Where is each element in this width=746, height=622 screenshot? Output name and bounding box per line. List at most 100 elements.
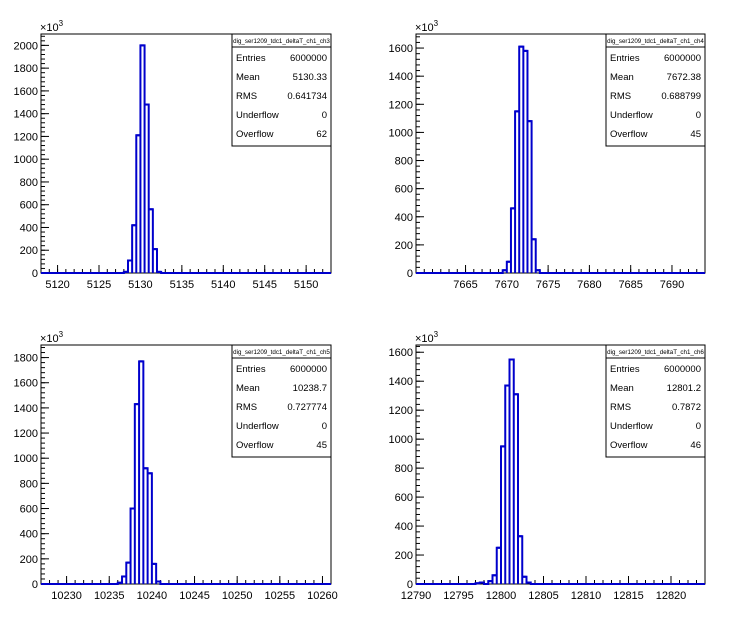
stats-label-underflow: Underflow [610, 110, 653, 121]
y-tick-label: 1600 [389, 347, 413, 359]
y-tick-label: 200 [20, 245, 38, 257]
stats-label-mean: Mean [610, 383, 634, 394]
y-tick-label: 600 [395, 184, 413, 196]
x-tick-label: 5150 [294, 279, 318, 291]
stats-label-mean: Mean [236, 72, 260, 83]
y-tick-label: 1800 [14, 63, 38, 75]
stats-label-entries: Entries [610, 364, 640, 375]
x-tick-label: 10245 [179, 590, 210, 602]
y-tick-label: 1400 [389, 376, 413, 388]
y-exponent-label: ×103 [415, 19, 439, 34]
stats-label-rms: RMS [236, 91, 257, 102]
y-tick-label: 0 [407, 579, 413, 591]
y-tick-label: 600 [20, 200, 38, 212]
y-tick-label: 800 [395, 463, 413, 475]
y-tick-label: 600 [395, 492, 413, 504]
stats-label-overflow: Overflow [236, 440, 274, 451]
stats-label-overflow: Overflow [610, 440, 648, 451]
y-tick-label: 1000 [14, 453, 38, 465]
x-tick-label: 7680 [577, 279, 601, 291]
x-tick-label: 5125 [87, 279, 111, 291]
x-tick-label: 10230 [51, 590, 82, 602]
stats-box-title: dig_ser1209_tdc1_deltaT_ch1_ch5 [233, 349, 330, 356]
y-tick-label: 800 [20, 478, 38, 490]
stats-label-underflow: Underflow [236, 421, 279, 432]
stats-value-overflow: 45 [316, 440, 327, 451]
x-tick-label: 10240 [137, 590, 168, 602]
x-tick-label: 12790 [401, 590, 432, 602]
stats-value-underflow: 0 [696, 421, 701, 432]
histogram-panel-3: 0 200 400 600 800 1000 1200 1400 1600 1800 10230 10… [14, 330, 338, 602]
stats-value-rms: 0.641734 [287, 91, 327, 102]
y-tick-label: 800 [395, 156, 413, 168]
y-tick-label: 1000 [14, 154, 38, 166]
stats-box-title: dig_ser1209_tdc1_deltaT_ch1_ch6 [607, 349, 704, 356]
stats-label-rms: RMS [610, 402, 631, 413]
stats-label-mean: Mean [236, 383, 260, 394]
y-tick-label: 200 [395, 240, 413, 252]
y-tick-label: 400 [395, 521, 413, 533]
x-tick-label: 12805 [528, 590, 559, 602]
y-tick-label: 400 [20, 529, 38, 541]
y-tick-label: 200 [20, 554, 38, 566]
y-exponent-label: ×103 [415, 330, 439, 345]
stats-value-mean: 10238.7 [293, 383, 327, 394]
x-tick-label: 5135 [170, 279, 194, 291]
y-tick-label: 1000 [389, 434, 413, 446]
x-tick-label: 5120 [45, 279, 69, 291]
stats-label-underflow: Underflow [610, 421, 653, 432]
x-tick-label: 7685 [618, 279, 642, 291]
x-tick-label: 10260 [307, 590, 338, 602]
stats-box: dig_ser1209_tdc1_deltaT_ch1_ch5 Entries 60… [231, 344, 332, 458]
stats-value-overflow: 45 [690, 129, 701, 140]
stats-value-entries: 6000000 [664, 53, 701, 64]
stats-value-underflow: 0 [322, 110, 327, 121]
stats-label-entries: Entries [610, 53, 640, 64]
stats-label-rms: RMS [610, 91, 631, 102]
stats-value-overflow: 46 [690, 440, 701, 451]
y-exponent-power: 3 [59, 330, 64, 339]
y-tick-label: 400 [20, 222, 38, 234]
x-tick-label: 10250 [222, 590, 253, 602]
x-tick-label: 5145 [252, 279, 276, 291]
y-tick-label: 1600 [14, 86, 38, 98]
x-tick-label: 12810 [571, 590, 602, 602]
x-tick-label: 12800 [486, 590, 517, 602]
stats-label-entries: Entries [236, 53, 266, 64]
y-tick-label: 0 [407, 268, 413, 280]
y-tick-label: 1800 [14, 353, 38, 365]
stats-label-overflow: Overflow [610, 129, 648, 140]
x-tick-label: 7665 [453, 279, 477, 291]
stats-value-rms: 0.7872 [672, 402, 701, 413]
x-tick-label: 10255 [265, 590, 296, 602]
histogram-panel-1: 0 200 400 600 800 1000 1200 1400 1600 1800 2000 512… [14, 19, 332, 291]
y-tick-label: 1600 [14, 378, 38, 390]
stats-box: dig_ser1209_tdc1_deltaT_ch1_ch6 Entries 60… [605, 344, 706, 458]
y-tick-label: 1600 [389, 43, 413, 55]
stats-box: dig_ser1209_tdc1_deltaT_ch1_ch4 Entries 60… [605, 33, 706, 147]
stats-label-entries: Entries [236, 364, 266, 375]
stats-box: dig_ser1209_tdc1_deltaT_ch1_ch3 Entries 60… [231, 33, 332, 147]
y-exponent-power: 3 [434, 330, 439, 339]
stats-box-frame [231, 33, 332, 147]
stats-label-rms: RMS [236, 402, 257, 413]
y-tick-label: 1200 [14, 131, 38, 143]
y-tick-label: 1200 [14, 428, 38, 440]
y-tick-label: 800 [20, 177, 38, 189]
stats-value-underflow: 0 [322, 421, 327, 432]
y-exponent-power: 3 [59, 19, 64, 28]
stats-box-title: dig_ser1209_tdc1_deltaT_ch1_ch3 [233, 38, 330, 45]
histogram-panel-4: 0 200 400 600 800 1000 1200 1400 1600 12790 12795 1… [389, 330, 706, 602]
stats-label-overflow: Overflow [236, 129, 274, 140]
x-tick-label: 12820 [656, 590, 687, 602]
stats-box-title: dig_ser1209_tdc1_deltaT_ch1_ch4 [607, 38, 704, 45]
y-exponent-label: ×103 [40, 19, 64, 34]
stats-value-mean: 7672.38 [667, 72, 701, 83]
y-exponent-label: ×103 [40, 330, 64, 345]
x-tick-label: 12815 [613, 590, 644, 602]
y-tick-label: 1400 [14, 403, 38, 415]
stats-box-frame [231, 344, 332, 458]
x-tick-label: 5130 [128, 279, 152, 291]
x-tick-label: 7675 [536, 279, 560, 291]
